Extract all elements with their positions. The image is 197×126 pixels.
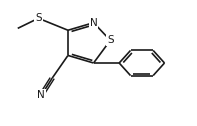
Text: S: S bbox=[107, 35, 114, 45]
Text: S: S bbox=[35, 13, 42, 23]
Text: N: N bbox=[37, 90, 45, 100]
Text: N: N bbox=[90, 18, 98, 28]
